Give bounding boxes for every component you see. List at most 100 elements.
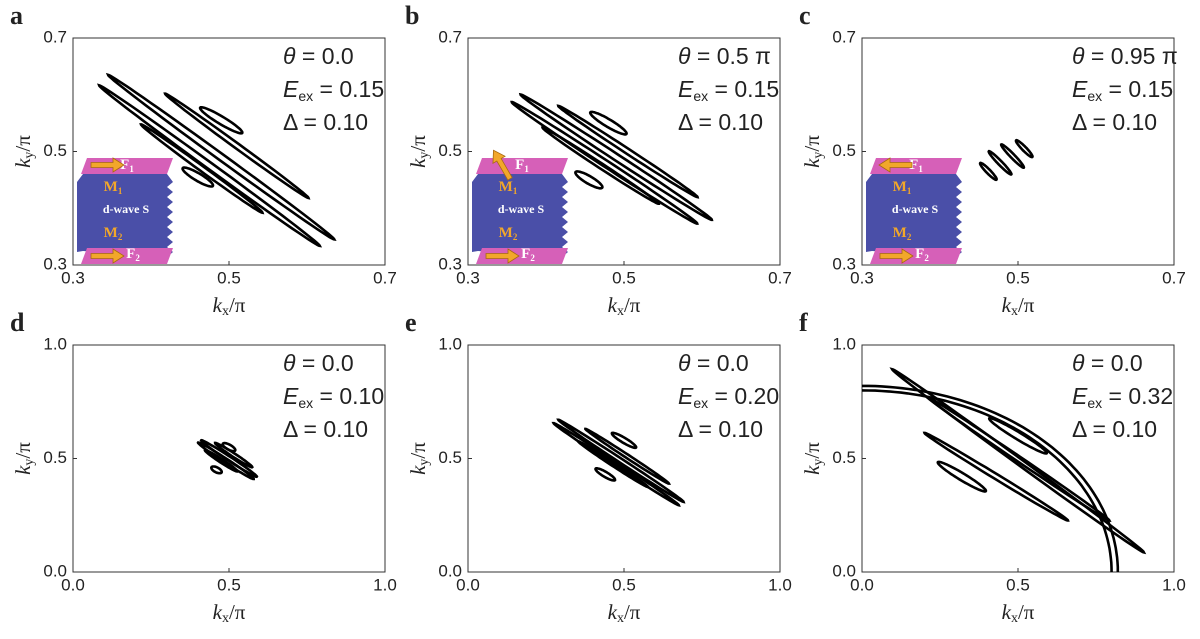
annotation-text: = 0.10 — [692, 109, 763, 135]
layer-sub: 2 — [924, 253, 929, 263]
x-axis-label-symbol: k — [213, 600, 223, 624]
contour — [221, 441, 237, 453]
y-axis-label-sub: y — [811, 459, 826, 466]
annotation-text: = 0.15 — [313, 76, 384, 102]
y-axis-label-symbol: k — [406, 158, 430, 168]
contour — [987, 149, 1013, 176]
x-tick-label: 0.7 — [1162, 268, 1186, 287]
layer-label: M2 — [104, 225, 123, 242]
annotation: θ = 0.0 — [283, 43, 354, 69]
x-axis-label-suffix: /π — [229, 293, 246, 317]
annotation-text: = 0.10 — [297, 416, 368, 442]
y-axis-label-suffix: /π — [800, 442, 824, 459]
magnetization-arrow — [879, 248, 914, 264]
x-tick-label: 0.0 — [61, 575, 85, 594]
x-axis-label-sub: x — [1011, 304, 1018, 319]
contour — [210, 465, 223, 475]
annotation: Δ = 0.10 — [283, 416, 368, 442]
contour — [594, 467, 617, 482]
annotation-symbol: E — [283, 76, 299, 102]
layer-sub: 2 — [118, 232, 123, 242]
x-tick-label: 1.0 — [768, 575, 792, 594]
x-tick-label: 0.3 — [850, 268, 874, 287]
layer-label: F2 — [521, 246, 535, 263]
annotation: θ = 0.95 π — [1072, 43, 1178, 69]
annotation: Δ = 0.10 — [678, 416, 763, 442]
y-axis-label: ky/π — [406, 135, 432, 168]
annotation-symbol: Δ — [283, 416, 298, 442]
layer-sub: 1 — [513, 186, 518, 196]
y-axis-label-suffix: /π — [800, 135, 824, 152]
contour — [978, 161, 998, 182]
layer-text: F — [521, 246, 530, 262]
x-axis-label-suffix: /π — [229, 600, 246, 624]
annotation: Eex = 0.15 — [1072, 76, 1173, 104]
x-axis-label: kx/π — [608, 600, 641, 626]
contour — [518, 92, 714, 222]
annotation: Eex = 0.15 — [678, 76, 779, 104]
x-axis-label-suffix: /π — [624, 293, 641, 317]
y-axis-label-sub: y — [811, 152, 826, 159]
y-axis-label-sub: y — [417, 459, 432, 466]
annotation-text: = 0.10 — [313, 383, 384, 409]
contour — [198, 106, 244, 135]
magnetization-arrow — [90, 157, 125, 173]
layer-text: d-wave S — [103, 202, 150, 216]
annotation: Eex = 0.32 — [1072, 383, 1173, 411]
x-axis-label: kx/π — [608, 293, 641, 319]
layer-text: M — [499, 179, 513, 195]
layer-text: M — [104, 179, 118, 195]
x-axis-label-sub: x — [222, 611, 229, 626]
annotation-sub: ex — [298, 395, 313, 411]
ferromagnet-layer — [81, 248, 173, 264]
layer-sub: 1 — [907, 186, 912, 196]
annotation-symbol: E — [1072, 383, 1088, 409]
y-tick-label: 0.3 — [43, 254, 67, 273]
x-tick-label: 0.7 — [373, 268, 397, 287]
annotation-symbol: E — [678, 76, 694, 102]
annotation: Δ = 0.10 — [678, 109, 763, 135]
annotation-text: = 0.10 — [1086, 109, 1157, 135]
layer-sub: 1 — [918, 164, 923, 174]
contour — [577, 440, 650, 489]
layer-text: M — [104, 225, 118, 241]
y-tick-label: 1.0 — [43, 334, 67, 353]
y-axis-label-sub: y — [22, 152, 37, 159]
annotation-symbol: θ — [1072, 43, 1085, 69]
y-tick-label: 0.7 — [438, 27, 462, 46]
ferromagnet-layer — [870, 158, 962, 174]
annotation: Eex = 0.10 — [283, 383, 384, 411]
contour — [163, 92, 311, 200]
y-axis-label-suffix: /π — [11, 135, 35, 152]
x-tick-label: 0.0 — [850, 575, 874, 594]
y-axis-label: ky/π — [800, 442, 826, 475]
annotation-text: = 0.10 — [297, 109, 368, 135]
layer-sub: 1 — [524, 164, 529, 174]
contour — [203, 448, 239, 473]
annotation-text: = 0.95 π — [1084, 43, 1177, 69]
layer-text: M — [893, 225, 907, 241]
contour — [588, 110, 628, 136]
plot-frame — [467, 344, 781, 573]
panel-label: a — [10, 1, 23, 30]
annotation: Eex = 0.15 — [283, 76, 384, 104]
y-tick-label: 0.5 — [832, 141, 856, 160]
layer-label: F1 — [909, 157, 923, 174]
x-axis-label-sub: x — [1011, 611, 1018, 626]
contour — [999, 143, 1026, 169]
layer-sub: 2 — [530, 253, 535, 263]
x-axis-label: kx/π — [213, 600, 246, 626]
layer-label: M2 — [893, 225, 912, 242]
layer-text: F — [126, 246, 135, 262]
annotation-symbol: Δ — [678, 416, 693, 442]
panel-label: b — [405, 1, 419, 30]
magnetization-arrow — [485, 248, 520, 264]
y-tick-label: 0.5 — [438, 448, 462, 467]
layer-label: F2 — [126, 246, 140, 263]
annotation-text: = 0.10 — [1086, 416, 1157, 442]
contour — [556, 418, 686, 504]
